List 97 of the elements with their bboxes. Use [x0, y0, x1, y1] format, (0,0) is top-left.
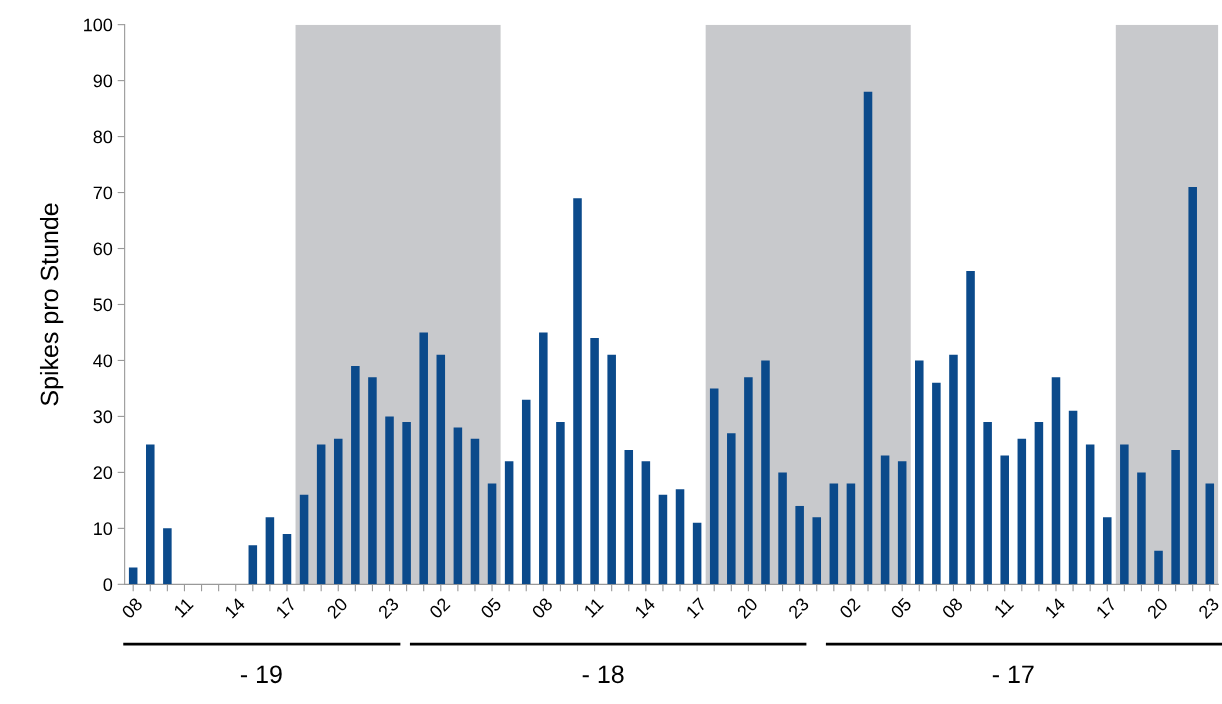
bar: [316, 444, 326, 585]
bar: [128, 567, 138, 585]
bar: [1205, 483, 1215, 585]
x-tick-label: 11: [993, 597, 1015, 618]
y-tick-label: 80: [93, 130, 113, 144]
bar: [368, 377, 377, 585]
bar: [1137, 472, 1146, 585]
y-tick-label: 10: [94, 522, 113, 536]
x-tick-label: 17: [275, 597, 297, 619]
text: - 17: [992, 665, 1034, 683]
bar: [402, 422, 411, 585]
bar: [351, 366, 360, 585]
bar: [1051, 377, 1061, 585]
bar: [1034, 422, 1044, 585]
x-tick-label: 20: [1146, 596, 1169, 620]
text: - 18: [582, 665, 624, 684]
x-tick-label: 14: [1044, 596, 1067, 619]
bar: [1102, 517, 1112, 585]
bar: [385, 416, 394, 585]
y-tick-label: 100: [84, 18, 113, 32]
y-axis-title: Spikes pro Stunde: [39, 203, 64, 406]
x-tick-label: 17: [685, 597, 707, 619]
bar: [829, 483, 839, 585]
y-tick-label: 20: [93, 466, 113, 480]
bar: [983, 422, 992, 585]
y-tick-label: 40: [93, 354, 113, 368]
bar: [1085, 444, 1095, 585]
x-tick-label: 14: [634, 596, 656, 619]
bar: [453, 427, 463, 585]
x-tick-label: 08: [120, 597, 144, 620]
bar: [1188, 186, 1197, 585]
text: - 19: [240, 665, 282, 684]
bar: [1154, 550, 1163, 585]
bar: [504, 461, 514, 585]
x-tick-label: 20: [736, 596, 759, 620]
bar: [299, 494, 309, 585]
bar: [880, 455, 890, 585]
x-tick-label: 23: [377, 597, 400, 620]
bar: [812, 517, 822, 585]
x-tick-label: 05: [479, 597, 503, 620]
bar: [966, 270, 975, 585]
bar: [624, 450, 634, 585]
bar: [1120, 444, 1129, 585]
bar: [163, 528, 172, 585]
bar: [590, 338, 599, 585]
bar: [146, 444, 155, 585]
bar: [282, 533, 292, 585]
bar: [333, 438, 343, 585]
x-tick-label: 17: [1095, 597, 1118, 619]
bar: [265, 517, 275, 585]
x-tick-label: 02: [838, 597, 861, 620]
bar: [1068, 410, 1078, 585]
bar: [419, 332, 428, 585]
bar: [846, 483, 856, 585]
bar: [1171, 450, 1180, 585]
bar: [573, 198, 582, 585]
x-tick-label: 20: [326, 596, 349, 620]
y-tick-label: 50: [93, 298, 113, 312]
bar: [778, 472, 787, 585]
bar: [675, 489, 685, 585]
bar: [744, 377, 753, 585]
bar: [727, 433, 736, 585]
bar: [641, 461, 651, 585]
bar: [487, 483, 497, 585]
bar: [949, 354, 958, 585]
bar: [1000, 455, 1009, 585]
bar: [692, 522, 702, 585]
bar: [436, 354, 446, 585]
x-tick-label: 23: [1197, 597, 1220, 620]
bar: [556, 422, 565, 585]
x-tick-label: 11: [583, 597, 604, 618]
bar: [607, 354, 616, 585]
bar: [470, 438, 480, 585]
x-tick-label: 14: [224, 596, 246, 619]
bar: [539, 332, 548, 585]
x-tick-label: 02: [428, 597, 451, 620]
y-tick-label: 30: [93, 410, 113, 424]
bar: [521, 399, 531, 585]
x-tick-label: 11: [173, 597, 194, 618]
bar: [795, 505, 804, 585]
bar: [1017, 438, 1027, 585]
x-tick-label: 08: [531, 597, 554, 620]
bar: [761, 360, 770, 585]
bar: [863, 91, 873, 585]
bar: [897, 461, 907, 585]
x-tick-label: 08: [941, 597, 964, 620]
x-tick-label: 05: [889, 597, 913, 620]
bar: [658, 494, 668, 585]
bar: [932, 382, 941, 585]
x-tick-label: 23: [787, 597, 810, 620]
y-tick-label: 70: [93, 186, 113, 200]
bar: [709, 388, 719, 585]
bar: [248, 545, 258, 585]
y-tick-label: 0: [103, 578, 113, 592]
y-tick-label: 60: [93, 242, 113, 256]
y-tick-label: 90: [93, 74, 113, 88]
bar: [915, 360, 924, 585]
